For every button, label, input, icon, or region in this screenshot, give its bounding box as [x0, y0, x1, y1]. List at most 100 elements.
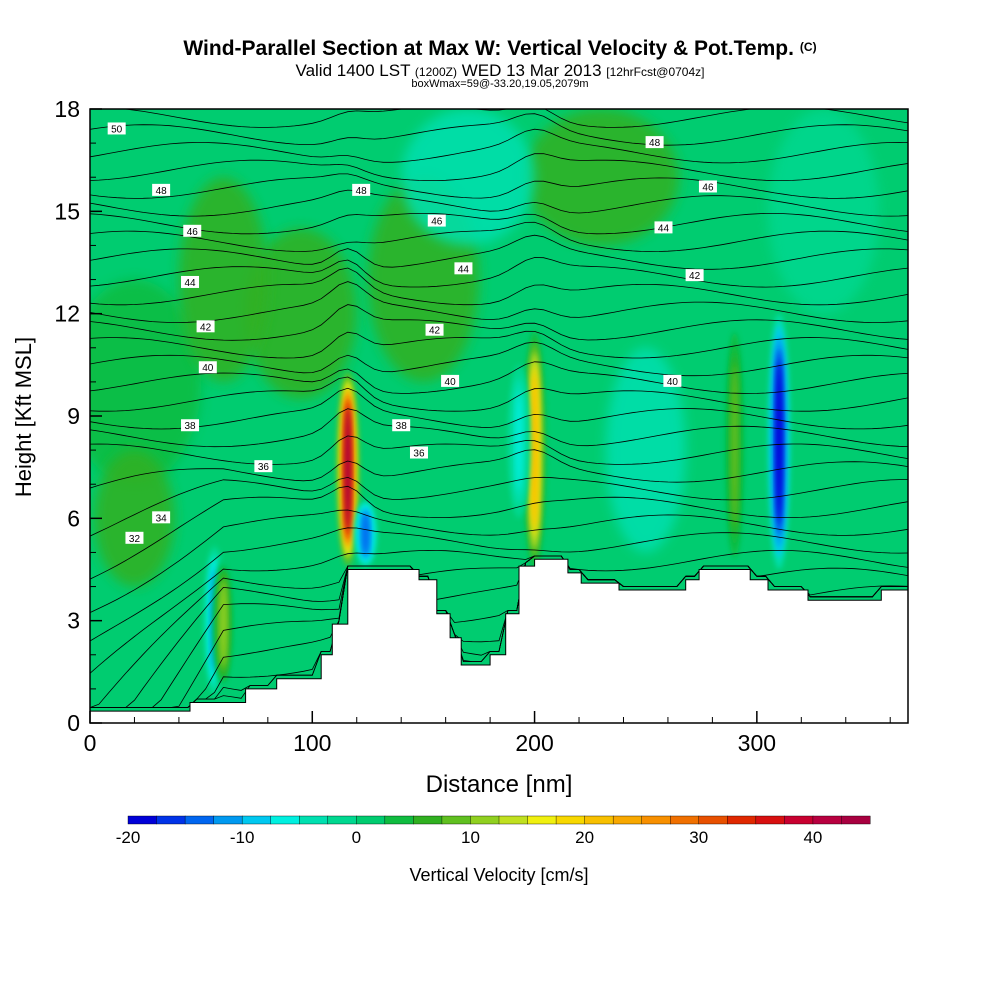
isentrope-label-text: 32	[129, 534, 141, 545]
isentrope-label-text: 44	[458, 264, 470, 275]
colorbar-tick-label: -20	[116, 828, 141, 847]
isentrope-line	[90, 267, 908, 306]
isentrope-label-text: 42	[429, 326, 441, 337]
isentrope-label-text: 48	[649, 138, 661, 149]
isentrope-label-text: 42	[200, 322, 212, 333]
w-feature-6	[776, 359, 783, 524]
isentrope-label: 34	[152, 511, 171, 524]
isentrope-label-bg	[152, 511, 171, 524]
isentrope-label-text: 48	[356, 186, 368, 197]
colorbar-tick-label: 30	[689, 828, 708, 847]
isentrope-label-text: 46	[431, 217, 443, 228]
colorbar-swatch	[698, 815, 728, 825]
isentrope-line	[90, 549, 908, 674]
isentrope-label: 42	[425, 323, 444, 337]
isentrope-label: 40	[663, 374, 682, 388]
isentrope-label: 40	[441, 374, 460, 388]
field-patch	[523, 109, 680, 246]
isentrope-label: 44	[181, 275, 200, 289]
isentrope-line	[90, 330, 908, 359]
colorbar-swatch	[555, 815, 586, 825]
isentrope-label: 32	[125, 531, 144, 545]
isentrope-line	[90, 509, 908, 613]
isentrope-label: 44	[654, 221, 673, 234]
isentrope-label-text: 36	[258, 462, 270, 473]
field-patch	[245, 228, 357, 399]
isentrope-line	[90, 341, 908, 377]
isentrope-line	[90, 173, 908, 199]
colorbar-swatch	[527, 815, 557, 825]
x-axis-label: Distance [nm]	[426, 771, 573, 798]
colorbar-swatch	[299, 815, 329, 825]
isentrope-label-text: 40	[445, 377, 457, 388]
isentrope-label-text: 36	[413, 449, 425, 460]
colorbar-swatch	[841, 815, 871, 825]
isentrope-label-bg	[392, 419, 411, 432]
field-patch	[94, 450, 175, 587]
isentrope-line	[90, 408, 908, 448]
x-tick-label: 200	[515, 730, 553, 756]
isentrope-label-bg	[196, 320, 215, 333]
isentrope-label-bg	[698, 180, 717, 193]
colorbar-swatch	[641, 815, 671, 825]
colorbar: -20 -10 0 10 20 30 40	[116, 815, 871, 847]
isentrope-label-bg	[654, 221, 673, 234]
isentrope-label-bg	[663, 374, 682, 387]
colorbar-swatch	[727, 815, 757, 825]
isentrope-line	[90, 128, 908, 164]
isentrope-line	[90, 376, 908, 412]
colorbar-swatch	[812, 815, 842, 825]
isentrope-label-bg	[181, 275, 200, 288]
colorbar-swatch	[213, 815, 243, 825]
field-patch	[767, 109, 880, 314]
colorbar-tick-label: 10	[461, 828, 480, 847]
isentrope-label-text: 42	[689, 271, 701, 282]
w-feature-1	[220, 582, 227, 666]
isentrope-label: 40	[198, 361, 217, 374]
isentrope-label-bg	[425, 323, 444, 336]
isentrope-label-bg	[254, 460, 273, 473]
colorbar-swatch	[441, 815, 471, 825]
y-tick-label: 9	[67, 403, 80, 429]
isentrope-label-bg	[181, 419, 200, 432]
isentrope-label-bg	[198, 361, 217, 374]
valid-prefix: Valid 1400 LST	[295, 61, 411, 80]
colorbar-swatch	[156, 815, 186, 825]
chart-title: Wind-Parallel Section at Max W: Vertical…	[0, 37, 1000, 61]
isentrope-label-text: 48	[156, 186, 168, 197]
colorbar-swatch	[327, 815, 357, 825]
isentrope-label-text: 44	[184, 278, 196, 289]
isentrope-label-text: 46	[702, 182, 714, 193]
colorbar-swatch	[784, 815, 814, 825]
y-tick-label: 15	[54, 198, 80, 224]
w-feature-7	[731, 365, 738, 525]
isentrope-line	[90, 189, 908, 217]
isentrope-label: 48	[152, 183, 171, 197]
y-tick-label: 12	[54, 301, 80, 327]
y-tick-label: 3	[67, 608, 80, 634]
colorbar-swatch	[584, 815, 614, 825]
isentrope-label-bg	[152, 183, 171, 196]
isentrope-line	[90, 387, 908, 430]
y-axis-label: Height [Kft MSL]	[11, 337, 36, 497]
isentrope-label-text: 44	[658, 223, 670, 234]
valid-utc: (1200Z)	[414, 65, 457, 79]
isentrope-label: 44	[454, 262, 473, 275]
colorbar-swatch	[356, 815, 386, 825]
colorbar-label: Vertical Velocity [cm/s]	[409, 865, 588, 885]
isentrope-line	[90, 555, 908, 708]
y-tick-label: 18	[54, 96, 80, 122]
isentrope-label-bg	[441, 374, 460, 387]
isentrope-label: 42	[196, 320, 215, 333]
x-tick-label: 100	[293, 730, 331, 756]
isentrope-line	[90, 113, 908, 146]
x-tick-label: 0	[84, 730, 97, 756]
terrain-mask	[89, 558, 909, 724]
w-feature-3	[362, 512, 369, 555]
isentrope-label-text: 46	[187, 227, 199, 238]
isentrope-line	[90, 212, 908, 235]
isentrope-line	[90, 153, 908, 182]
colorbar-tick-label: 40	[803, 828, 822, 847]
isentrope-line	[90, 485, 908, 580]
